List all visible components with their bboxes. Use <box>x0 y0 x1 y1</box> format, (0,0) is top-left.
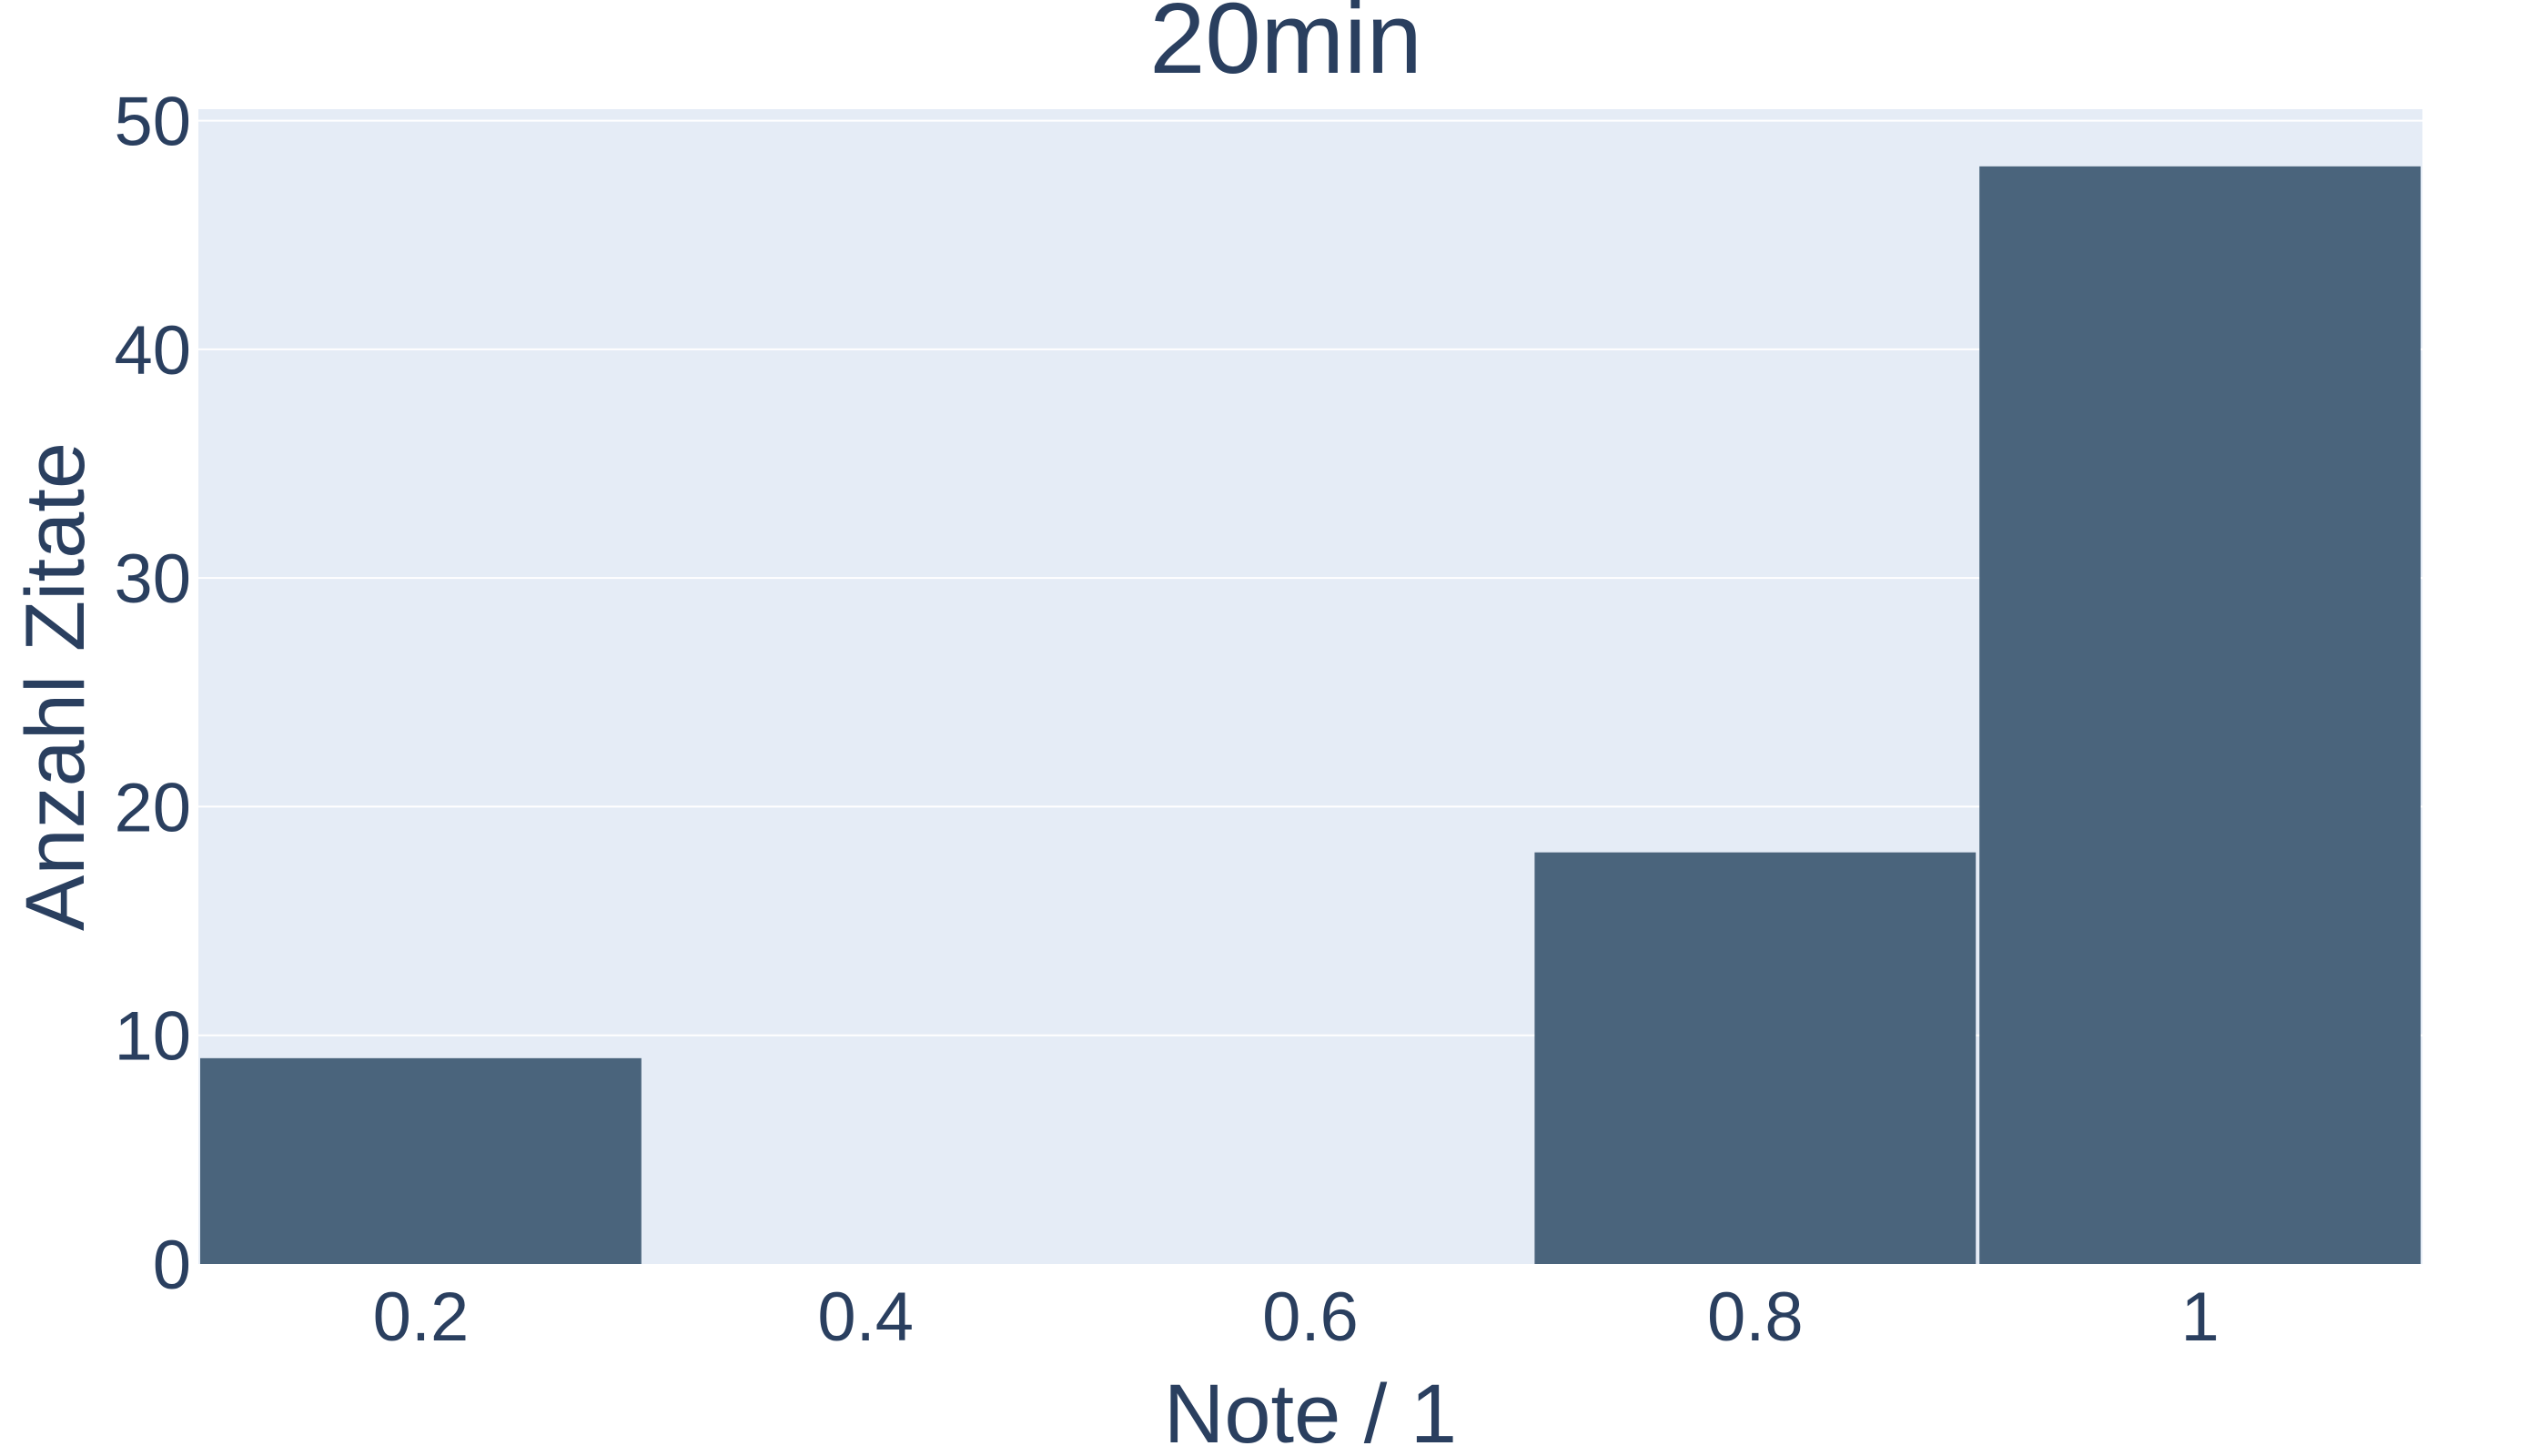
x-axis-title: Note / 1 <box>1164 1368 1457 1456</box>
x-tick-label: 0.2 <box>373 1279 470 1356</box>
y-tick-label: 40 <box>114 312 191 389</box>
y-tick-label: 20 <box>114 769 191 846</box>
x-axis-ticks: 0.2 0.4 0.6 0.8 1 <box>373 1279 2219 1356</box>
y-tick-label: 10 <box>114 998 191 1076</box>
y-axis-title: Anzahl Zitate <box>9 442 102 931</box>
histogram-bar-3 <box>1534 852 1977 1264</box>
histogram-bar-0 <box>200 1057 642 1264</box>
y-tick-label: 50 <box>114 84 191 161</box>
y-tick-label: 0 <box>153 1227 191 1304</box>
x-tick-label: 1 <box>2180 1279 2219 1356</box>
chart-title: 20min <box>1149 0 1422 95</box>
x-tick-label: 0.6 <box>1262 1279 1359 1356</box>
y-tick-label: 30 <box>114 541 191 618</box>
bars <box>200 166 2421 1264</box>
histogram-bar-4 <box>1979 166 2421 1264</box>
x-tick-label: 0.8 <box>1707 1279 1804 1356</box>
x-tick-label: 0.4 <box>817 1279 914 1356</box>
y-axis-ticks: 0 10 20 30 40 50 <box>114 84 191 1304</box>
